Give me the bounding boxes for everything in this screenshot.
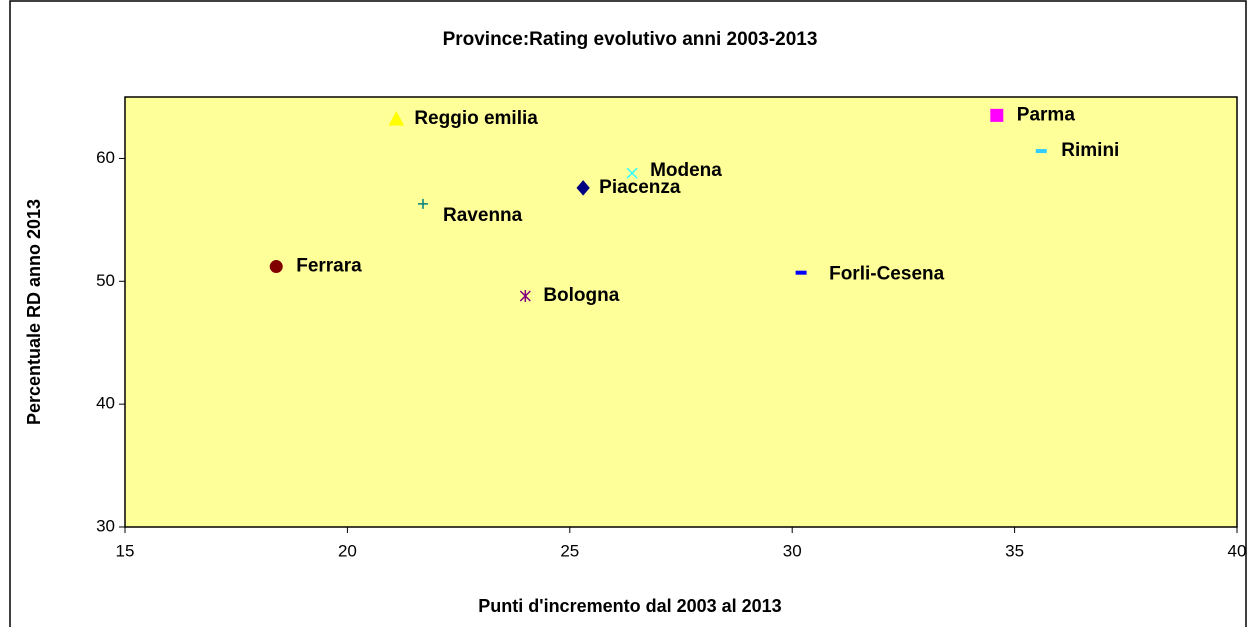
x-axis-label: Punti d'incremento dal 2003 al 2013 [478, 596, 781, 616]
point [576, 180, 590, 196]
point-label: Piacenza [599, 177, 681, 198]
x-tick-label: 30 [783, 541, 802, 560]
point [1035, 149, 1047, 154]
point-label: Bologna [543, 285, 619, 306]
point-label: Modena [650, 160, 722, 181]
y-axis-label: Percentuale RD anno 2013 [24, 199, 44, 425]
point-label: Reggio emilia [414, 108, 538, 129]
x-tick-label: 20 [338, 541, 357, 560]
point [626, 167, 638, 179]
point-label: Ravenna [443, 205, 523, 226]
point [388, 111, 405, 126]
y-tick-label: 40 [96, 394, 115, 413]
point-label: Forli-Cesena [829, 264, 945, 285]
point [519, 290, 531, 303]
x-tick-label: 35 [1005, 541, 1024, 560]
point [990, 108, 1004, 122]
point-label: Rimini [1061, 140, 1119, 161]
point [269, 260, 283, 274]
point-label: Parma [1017, 104, 1076, 125]
x-tick-label: 25 [560, 541, 579, 560]
plot-area [124, 96, 1238, 528]
point [418, 198, 429, 209]
y-tick-label: 50 [96, 271, 115, 290]
point [795, 270, 807, 275]
x-tick-label: 15 [116, 541, 135, 560]
chart-title: Province:Rating evolutivo anni 2003-2013 [443, 29, 818, 50]
y-tick-label: 30 [96, 516, 115, 535]
y-tick-label: 60 [96, 148, 115, 167]
x-tick-label: 40 [1228, 541, 1247, 560]
point-label: Ferrara [296, 256, 362, 277]
